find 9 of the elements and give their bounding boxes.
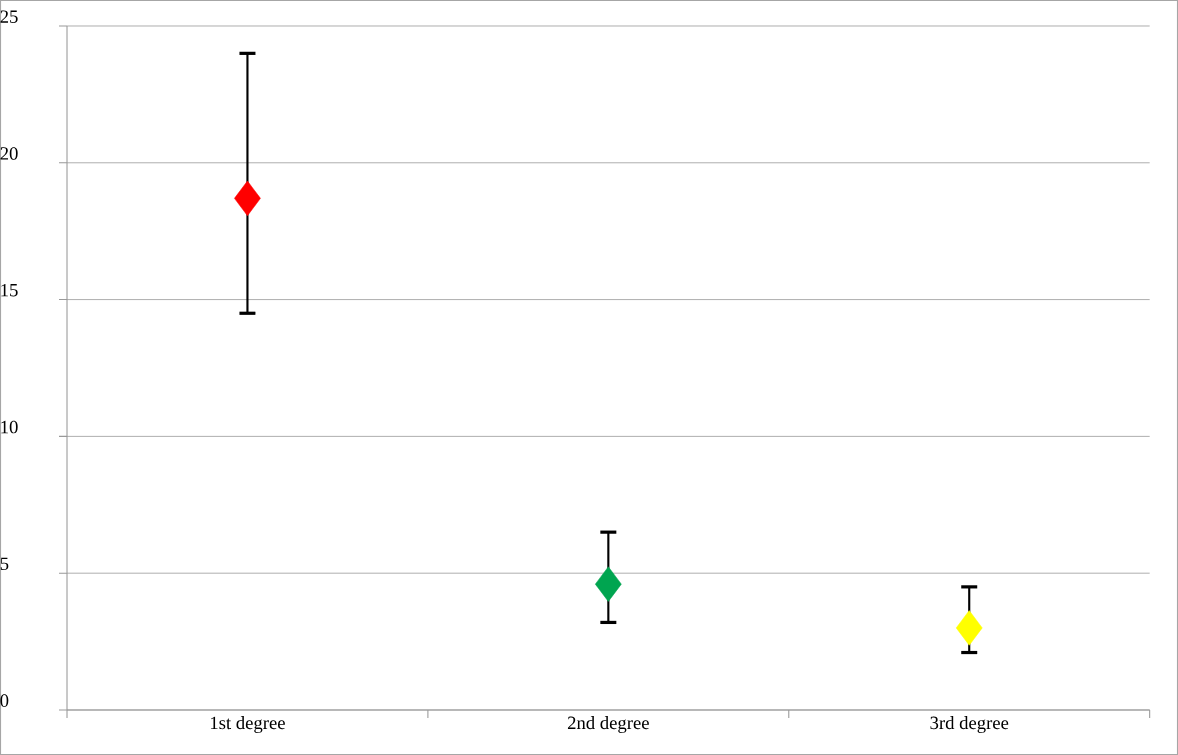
y-tick-label: 5 bbox=[0, 557, 9, 571]
y-tick-label: 20 bbox=[0, 147, 18, 160]
x-tick-label: 3rd degree bbox=[930, 716, 1009, 734]
x-tick-label: 2nd degree bbox=[567, 716, 649, 734]
y-tick-label: 25 bbox=[0, 10, 18, 23]
y-tick-label: 15 bbox=[1, 283, 18, 297]
x-tick-label: 1st degree bbox=[210, 716, 285, 734]
y-tick-label: 0 bbox=[0, 694, 9, 707]
y-tick-label: 10 bbox=[1, 420, 18, 434]
